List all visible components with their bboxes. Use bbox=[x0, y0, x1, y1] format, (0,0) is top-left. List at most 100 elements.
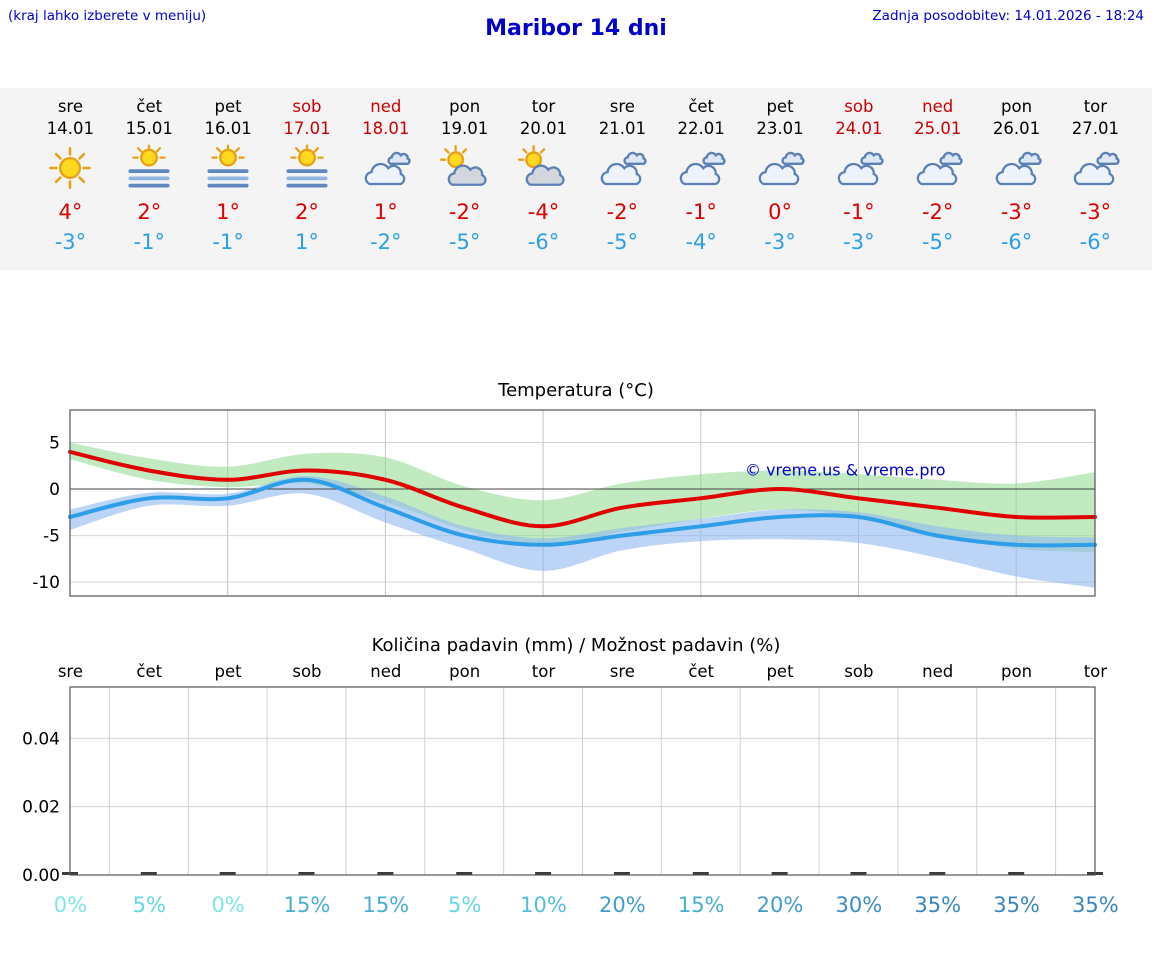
day-columns: sre 14.01 4° -3° čet 15.01 2° -1° pet 16.01 1° -1° s… bbox=[0, 96, 1152, 256]
day-max-temp: -1° bbox=[843, 200, 875, 224]
temp-axis-tick: -5 bbox=[43, 527, 60, 547]
precip-day-label: ned bbox=[370, 662, 402, 681]
day-max-temp: 2° bbox=[295, 200, 319, 224]
precip-axis-tick: 0.04 bbox=[22, 729, 60, 749]
cloudy-icon bbox=[741, 144, 820, 194]
precip-bar bbox=[692, 872, 709, 875]
precip-bar bbox=[1008, 872, 1025, 875]
day-max-temp: 1° bbox=[216, 200, 241, 224]
precip-day-label: čet bbox=[136, 662, 163, 681]
day-column: tor 27.01 -3° -6° bbox=[1056, 96, 1135, 256]
precip-axis-tick: 0.00 bbox=[22, 866, 60, 883]
precip-probability: 5% bbox=[132, 893, 166, 917]
day-column: čet 15.01 2° -1° bbox=[110, 96, 189, 256]
precip-bar bbox=[771, 872, 788, 875]
day-min-temp: -6° bbox=[527, 230, 560, 254]
sun-fog-icon bbox=[110, 144, 189, 194]
day-date: 21.01 bbox=[598, 119, 646, 138]
day-min-temp: 1° bbox=[295, 230, 319, 254]
precip-probability: 10% bbox=[520, 893, 567, 917]
precipitation-chart: 0.00 0.02 0.04 bbox=[22, 686, 1103, 886]
precip-probability: 15% bbox=[362, 893, 410, 917]
precip-day-label: ned bbox=[922, 662, 954, 681]
day-column: sre 21.01 -2° -5° bbox=[583, 96, 662, 256]
precip-day-label: sre bbox=[609, 662, 635, 681]
precip-bar bbox=[219, 872, 236, 875]
day-column: čet 22.01 -1° -4° bbox=[662, 96, 741, 256]
precip-bar bbox=[377, 872, 394, 875]
day-min-temp: -3° bbox=[54, 230, 87, 254]
precip-day-label: pet bbox=[214, 662, 242, 681]
day-max-temp: 1° bbox=[373, 200, 398, 224]
watermark: © vreme.us & vreme.pro bbox=[745, 461, 946, 480]
day-name: pet bbox=[214, 97, 242, 116]
day-min-temp: -3° bbox=[843, 230, 875, 254]
menu-hint: (kraj lahko izberete v meniju) bbox=[8, 8, 207, 24]
day-name: sre bbox=[57, 97, 83, 116]
precip-day-label: pon bbox=[449, 662, 481, 681]
cloudy-icon bbox=[819, 144, 898, 194]
day-name: čet bbox=[136, 97, 163, 116]
day-max-temp: -4° bbox=[527, 200, 560, 224]
day-min-temp: -5° bbox=[448, 230, 481, 254]
day-min-temp: -3° bbox=[764, 230, 796, 254]
day-column: ned 18.01 1° -2° bbox=[346, 96, 425, 256]
day-max-temp: -2° bbox=[921, 200, 954, 224]
day-name: ned bbox=[370, 97, 402, 116]
page-title: Maribor 14 dni bbox=[485, 16, 667, 41]
day-name: čet bbox=[688, 97, 715, 116]
temp-axis-tick: 5 bbox=[49, 434, 60, 454]
day-name: tor bbox=[531, 97, 556, 116]
day-date: 18.01 bbox=[362, 119, 410, 138]
temp-min-range-band bbox=[70, 475, 1095, 588]
day-column: ned 25.01 -2° -5° bbox=[898, 96, 977, 256]
day-name: ned bbox=[922, 97, 954, 116]
last-update: Zadnja posodobitev: 14.01.2026 - 18:24 bbox=[872, 8, 1144, 24]
day-name: pon bbox=[1001, 97, 1033, 116]
precip-probability: 35% bbox=[1072, 893, 1119, 917]
day-min-temp: -2° bbox=[370, 230, 402, 254]
precipitation-chart-section: Količina padavin (mm) / Možnost padavin … bbox=[0, 633, 1152, 921]
weather-forecast-page: (kraj lahko izberete v meniju) Maribor 1… bbox=[0, 8, 1152, 921]
sun-icon bbox=[31, 144, 110, 194]
cloudy-icon bbox=[583, 144, 662, 194]
cloudy-icon bbox=[898, 144, 977, 194]
day-column: pet 16.01 1° -1° bbox=[189, 96, 268, 256]
cloudy-icon bbox=[1056, 144, 1135, 194]
precip-probability-row: 0% 5% 0% 15% 15% 5% 10% 20% 15% 20% 30% 35% 35% 35% bbox=[0, 889, 1152, 921]
precip-probability: 5% bbox=[447, 893, 482, 917]
day-date: 24.01 bbox=[835, 119, 883, 138]
precip-day-labels: sre čet pet sob ned pon tor sre čet pet sob ned pon t… bbox=[0, 659, 1152, 685]
day-min-temp: -1° bbox=[212, 230, 244, 254]
precip-probability: 20% bbox=[598, 893, 646, 917]
day-column: sob 17.01 2° 1° bbox=[268, 96, 347, 256]
day-name: pet bbox=[766, 97, 794, 116]
day-column: pon 26.01 -3° -6° bbox=[977, 96, 1056, 256]
day-column: tor 20.01 -4° -6° bbox=[504, 96, 583, 256]
day-max-temp: 0° bbox=[768, 200, 792, 224]
day-date: 27.01 bbox=[1071, 119, 1120, 138]
day-max-temp: -3° bbox=[1000, 200, 1033, 224]
day-name: sob bbox=[844, 97, 874, 116]
day-max-temp: 2° bbox=[137, 200, 162, 224]
precip-day-label: sob bbox=[292, 662, 322, 681]
cloudy-icon bbox=[977, 144, 1056, 194]
day-max-temp: -2° bbox=[606, 200, 639, 224]
precip-bar bbox=[456, 872, 473, 875]
day-column: sob 24.01 -1° -3° bbox=[819, 96, 898, 256]
sun-fog-icon bbox=[268, 144, 347, 194]
temp-axis-tick: -10 bbox=[32, 573, 60, 593]
day-max-temp: -3° bbox=[1079, 200, 1112, 224]
day-min-temp: -5° bbox=[921, 230, 954, 254]
cloudy-icon bbox=[346, 144, 425, 194]
precipitation-chart-title: Količina padavin (mm) / Možnost padavin … bbox=[371, 635, 781, 656]
precip-day-label: čet bbox=[688, 662, 715, 681]
day-column: pet 23.01 0° -3° bbox=[741, 96, 820, 256]
day-name: pon bbox=[449, 97, 481, 116]
precip-day-label: pet bbox=[766, 662, 794, 681]
day-date: 20.01 bbox=[519, 119, 568, 138]
precip-bar bbox=[929, 872, 946, 875]
day-min-temp: -6° bbox=[1079, 230, 1112, 254]
day-date: 25.01 bbox=[914, 119, 962, 138]
precip-probability: 30% bbox=[835, 893, 883, 917]
